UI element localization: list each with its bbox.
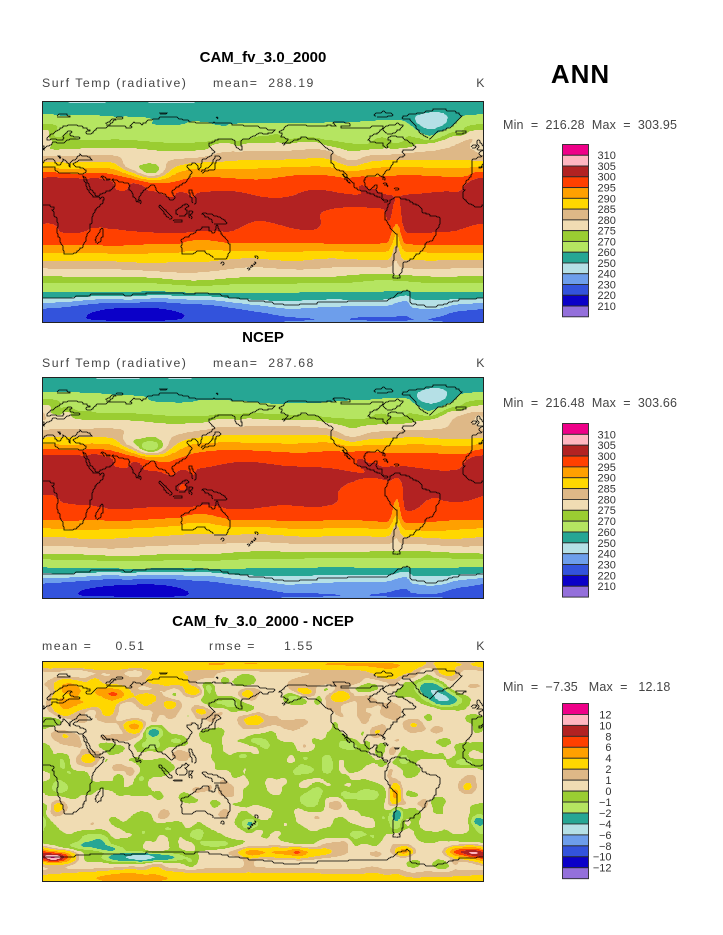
svg-text:−10: −10	[593, 851, 612, 863]
svg-text:220: 220	[598, 570, 616, 582]
svg-text:285: 285	[598, 204, 616, 216]
svg-text:240: 240	[598, 548, 616, 560]
svg-text:8: 8	[605, 731, 611, 743]
svg-text:−4: −4	[599, 818, 612, 830]
svg-text:305: 305	[598, 160, 616, 172]
svg-text:300: 300	[598, 171, 616, 183]
svg-text:230: 230	[598, 559, 616, 571]
svg-text:220: 220	[598, 290, 616, 302]
svg-text:295: 295	[598, 182, 616, 194]
svg-text:−6: −6	[599, 829, 612, 841]
svg-text:310: 310	[598, 429, 616, 441]
svg-text:0: 0	[605, 786, 611, 798]
svg-text:260: 260	[598, 526, 616, 538]
svg-text:2: 2	[605, 764, 611, 776]
svg-text:280: 280	[598, 214, 616, 226]
svg-text:270: 270	[598, 236, 616, 248]
svg-text:4: 4	[605, 753, 611, 765]
svg-text:250: 250	[598, 257, 616, 269]
svg-text:−12: −12	[593, 862, 612, 874]
svg-text:275: 275	[598, 505, 616, 517]
svg-text:270: 270	[598, 516, 616, 528]
svg-text:10: 10	[599, 720, 611, 732]
svg-text:305: 305	[598, 440, 616, 452]
svg-text:−1: −1	[599, 796, 612, 808]
svg-text:285: 285	[598, 483, 616, 495]
svg-text:12: 12	[599, 709, 611, 721]
svg-text:240: 240	[598, 268, 616, 280]
svg-text:280: 280	[598, 494, 616, 506]
svg-text:260: 260	[598, 247, 616, 259]
svg-text:250: 250	[598, 537, 616, 549]
svg-text:295: 295	[598, 461, 616, 473]
svg-text:−8: −8	[599, 840, 612, 852]
svg-text:−2: −2	[599, 807, 612, 819]
svg-text:275: 275	[598, 225, 616, 237]
svg-text:230: 230	[598, 279, 616, 291]
svg-text:210: 210	[598, 581, 616, 593]
svg-text:290: 290	[598, 472, 616, 484]
svg-text:1: 1	[605, 775, 611, 787]
svg-text:6: 6	[605, 742, 611, 754]
svg-text:290: 290	[598, 193, 616, 205]
svg-text:300: 300	[598, 450, 616, 462]
svg-text:310: 310	[598, 150, 616, 162]
svg-text:210: 210	[598, 300, 616, 312]
